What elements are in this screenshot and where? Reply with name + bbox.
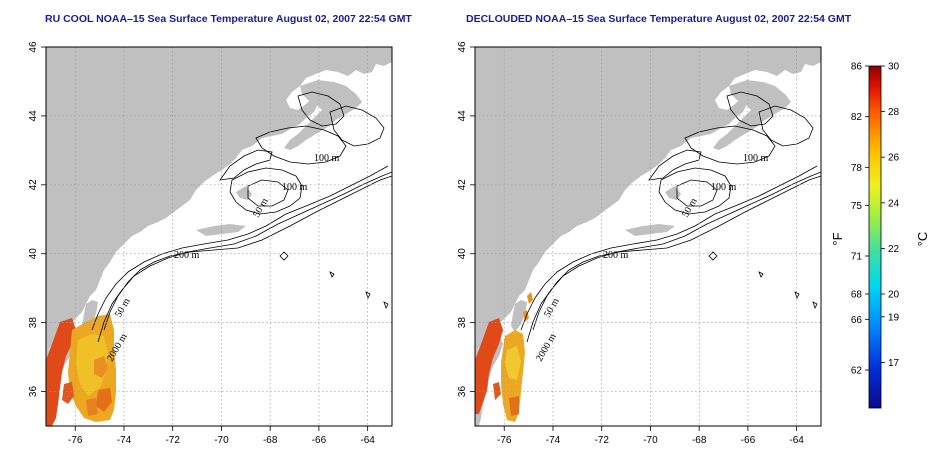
lat-tick-label: 40 [457,248,468,260]
lat-tick-label: 38 [457,317,468,329]
lat-tick-label: 42 [457,179,468,191]
celsius-tick-label: 30 [888,62,900,73]
fahrenheit-tick-label: 86 [851,62,863,73]
lat-tick-label: 46 [28,41,39,53]
lon-tick-label: -72 [594,435,609,446]
lat-tick-label: 42 [28,179,39,191]
contour-label-200m-right: 200 m [603,250,629,261]
grid-right [475,47,821,426]
contour-label-100m-b-right: 100 m [711,182,737,193]
lon-tick-label: -72 [165,435,180,446]
lat-tick-label: 40 [28,248,39,260]
map-panel-left: -76 -74 -72 -70 -68 -66 -64 36 38 40 42 44 46 100 m… [28,41,393,446]
celsius-tick-label: 24 [888,198,900,209]
contour-label-100m-a-right: 100 m [743,153,769,164]
lon-tick-label: -66 [741,435,756,446]
lon-tick-label: -64 [360,435,375,446]
lon-tick-label: -68 [263,435,278,446]
lon-ticks-right: -76 -74 -72 -70 -68 -66 -64 [497,426,804,446]
colorbar-fahrenheit-ticks: 86 82 78 75 71 68 66 62 [851,62,869,377]
contour-label-200m: 200 m [174,250,200,261]
lon-tick-label: -76 [68,435,83,446]
lon-tick-label: -64 [789,435,804,446]
celsius-tick-label: 20 [888,290,900,301]
lat-tick-label: 46 [457,41,468,53]
lat-tick-label: 38 [28,317,39,329]
fahrenheit-tick-label: 62 [851,366,863,377]
colorbar-gradient [868,65,882,409]
map-title-left: RU COOL NOAA–15 Sea Surface Temperature … [45,13,412,25]
lon-tick-label: -74 [546,435,561,446]
lat-tick-label: 44 [28,110,39,122]
lon-tick-label: -68 [692,435,707,446]
fahrenheit-unit-label: °F [830,232,845,245]
celsius-tick-label: 26 [888,153,900,164]
map-title-right: DECLOUDED NOAA–15 Sea Surface Temperatur… [466,13,852,25]
lon-tick-label: -76 [497,435,512,446]
celsius-tick-label: 22 [888,244,900,255]
lat-tick-label: 36 [28,386,39,398]
celsius-tick-label: 17 [888,358,900,369]
grid-left [46,47,392,426]
celsius-tick-label: 28 [888,107,900,118]
fahrenheit-tick-label: 75 [851,201,863,212]
fahrenheit-tick-label: 82 [851,112,863,123]
colorbar-celsius-ticks: 30 28 26 24 22 20 19 17 [881,62,900,369]
lon-tick-label: -70 [214,435,229,446]
fahrenheit-tick-label: 66 [851,315,863,326]
colorbar: 86 82 78 75 71 68 66 62 30 28 26 24 22 20 19 17 °F °C [830,62,930,409]
map-panel-right: -76 -74 -72 -70 -68 -66 -64 36 38 40 42 44 46 100 m… [457,41,822,446]
lon-ticks-left: -76 -74 -72 -70 -68 -66 -64 [68,426,375,446]
lat-tick-label: 36 [457,386,468,398]
fahrenheit-tick-label: 71 [851,252,863,263]
lat-ticks-left: 36 38 40 42 44 46 [28,41,46,397]
lon-tick-label: -70 [643,435,658,446]
lat-ticks-right: 36 38 40 42 44 46 [457,41,475,397]
contour-label-100m-a: 100 m [314,153,340,164]
lon-tick-label: -74 [117,435,132,446]
celsius-unit-label: °C [915,232,930,247]
celsius-tick-label: 19 [888,312,900,323]
lat-tick-label: 44 [457,110,468,122]
contour-label-100m-b: 100 m [282,182,308,193]
lon-tick-label: -66 [312,435,327,446]
fahrenheit-tick-label: 68 [851,290,863,301]
fahrenheit-tick-label: 78 [851,163,863,174]
